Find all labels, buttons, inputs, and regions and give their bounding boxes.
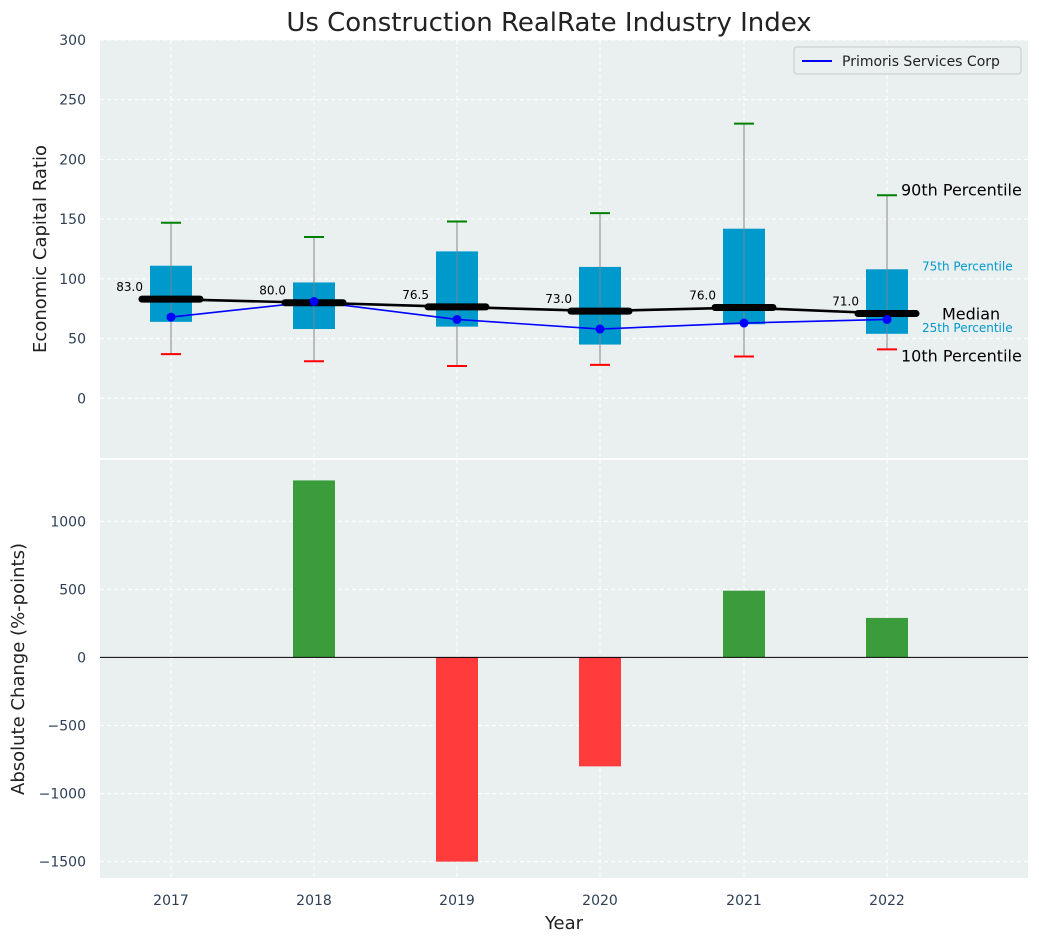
x-tick-label-2021: 2021 (726, 893, 762, 909)
bottom-plot-area (100, 460, 1028, 878)
company-point-2017 (166, 312, 176, 322)
bottom-y-tick-label: 0 (77, 650, 86, 666)
company-point-2022 (882, 314, 892, 324)
x-tick-label-2022: 2022 (869, 893, 905, 909)
top-gridlines (100, 39, 1028, 458)
annotation-p90: 90th Percentile (901, 180, 1022, 199)
company-point-2020 (595, 324, 605, 334)
top-plot-area (100, 40, 1028, 458)
chart-labels: 0 50 100 150 200 250 300 −1500 −1000 −500 0 500 1000… (39, 33, 1022, 909)
median-label-2021: 76.0 (689, 289, 716, 303)
top-y-tick-label: 0 (77, 391, 86, 407)
change-bar-2022 (866, 617, 908, 658)
change-bar-2020 (579, 657, 621, 767)
change-bars (100, 480, 1028, 862)
x-tick-label-2018: 2018 (296, 893, 332, 909)
bottom-y-tick-label: 500 (59, 582, 86, 598)
legend-frame (793, 46, 1022, 75)
median-label-2018: 80.0 (259, 284, 286, 298)
legend-label: Primoris Services Corp (842, 54, 1000, 70)
company-point-2021 (739, 318, 749, 328)
top-y-tick-label: 250 (59, 93, 86, 109)
top-y-tick-label: 200 (59, 152, 86, 168)
chart-title: Us Construction RealRate Industry Index (286, 8, 811, 38)
annotation-p10: 10th Percentile (901, 346, 1022, 365)
change-bar-2019 (436, 657, 478, 862)
top-y-tick-label: 150 (59, 212, 86, 228)
annotation-median: Median (942, 304, 1000, 323)
top-y-axis-label: Economic Capital Ratio (30, 145, 51, 353)
series-lines (138, 295, 920, 334)
company-point-2019 (452, 314, 462, 324)
annotation-p25: 25th Percentile (922, 321, 1013, 335)
bottom-y-axis-label: Absolute Change (%-points) (8, 543, 29, 795)
median-label-2020: 73.0 (545, 292, 572, 306)
median-label-2022: 71.0 (832, 294, 859, 308)
legend: Primoris Services Corp (793, 46, 1022, 75)
x-tick-label-2020: 2020 (582, 893, 618, 909)
top-y-tick-label: 100 (59, 272, 86, 288)
bottom-y-tick-label: −1000 (39, 787, 86, 803)
annotation-p75: 75th Percentile (922, 259, 1013, 273)
median-label-2019: 76.5 (402, 288, 429, 302)
top-y-tick-label: 50 (68, 332, 86, 348)
x-axis-label: Year (544, 913, 584, 934)
x-tick-label-2019: 2019 (439, 893, 475, 909)
change-bar-2021 (723, 590, 765, 658)
top-y-tick-label: 300 (59, 33, 86, 49)
company-point-2018 (309, 297, 319, 307)
median-label-2017: 83.0 (116, 280, 143, 294)
bottom-y-tick-label: −1500 (39, 855, 86, 871)
bottom-y-tick-label: 1000 (50, 514, 86, 530)
bottom-y-tick-label: −500 (48, 719, 86, 735)
change-bar-2018 (293, 480, 335, 658)
x-tick-label-2017: 2017 (153, 893, 189, 909)
